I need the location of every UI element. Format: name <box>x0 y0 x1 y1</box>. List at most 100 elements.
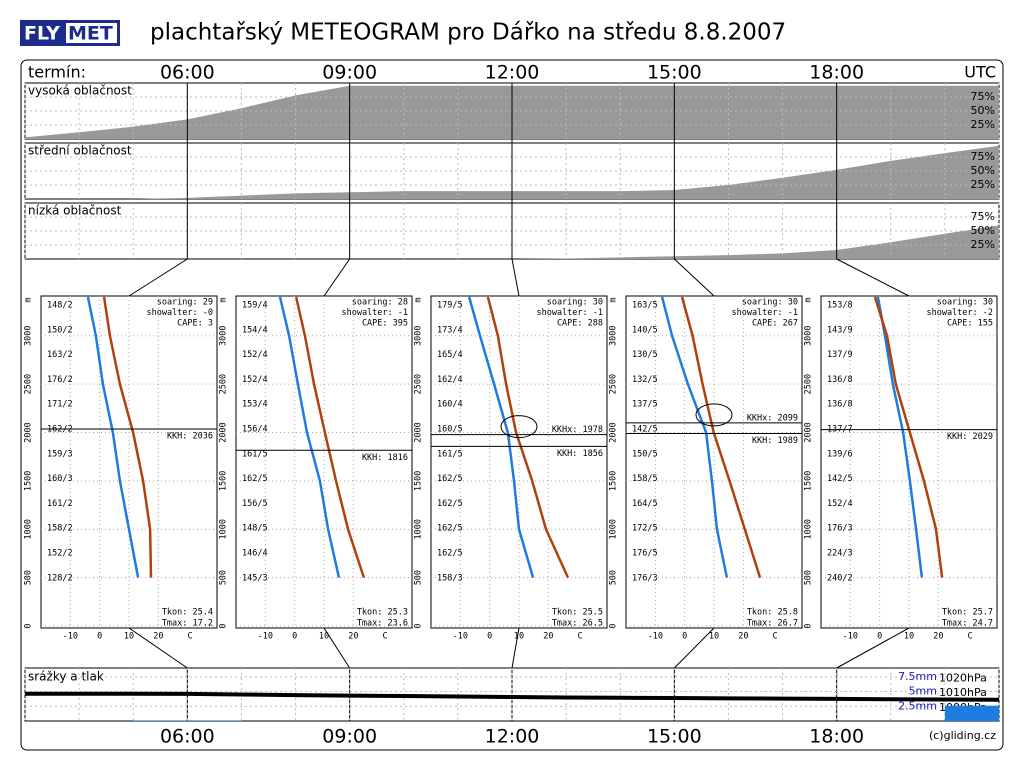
stat-label: CAPE: 267 <box>752 319 798 329</box>
wind-label: 162/5 <box>242 474 268 484</box>
y-tick-label: 1500 <box>609 471 619 491</box>
connector <box>511 627 520 669</box>
wind-label: 140/5 <box>632 325 658 335</box>
x-tick-label: 10 <box>124 632 134 642</box>
stat-label: soaring: 30 <box>547 298 603 308</box>
wind-label: 179/5 <box>437 301 463 311</box>
wind-label: 161/5 <box>242 449 268 459</box>
wind-label: 163/5 <box>632 301 658 311</box>
precip-bar <box>133 720 188 721</box>
wind-label: 162/2 <box>47 425 73 435</box>
wind-label: 176/5 <box>632 549 658 559</box>
wind-label: 160/5 <box>437 425 463 435</box>
wind-label: 176/3 <box>632 573 658 583</box>
kkh-label: KKH: 1816 <box>362 453 408 463</box>
y-tick-label: 500 <box>609 570 619 585</box>
connector <box>673 627 715 669</box>
y-tick-label: 0 <box>414 623 424 628</box>
wind-label: 132/5 <box>632 375 658 385</box>
y-unit: m <box>219 297 229 302</box>
wind-label: 163/2 <box>47 350 73 360</box>
panel-label: střední oblačnost <box>28 144 132 158</box>
wind-label: 161/5 <box>437 449 463 459</box>
wind-label: 156/4 <box>242 425 268 435</box>
y-tick-label: 1000 <box>24 519 34 539</box>
x-tick-label: 10 <box>514 632 524 642</box>
title: plachtařský METEOGRAM pro Dářko na střed… <box>150 20 786 46</box>
y-tick-label: 1500 <box>24 471 34 491</box>
x-tick-label: -10 <box>453 632 468 642</box>
y-tick-label: 3000 <box>804 325 814 345</box>
y-tick-label: 500 <box>219 570 229 585</box>
wind-label: 156/5 <box>242 499 268 509</box>
stat-label: showalter: -2 <box>926 308 993 318</box>
stat-label: CAPE: 395 <box>362 319 408 329</box>
kkh-label: KKHx: 2099 <box>747 413 798 423</box>
stat-label: Tkon: 25.8 <box>747 608 798 618</box>
wind-label: 145/3 <box>242 573 268 583</box>
y-tick-label: 2000 <box>609 422 619 442</box>
wind-label: 152/2 <box>47 549 73 559</box>
wind-label: 160/3 <box>47 474 73 484</box>
profile-line <box>102 296 153 578</box>
profile-line <box>873 296 944 578</box>
connector <box>128 258 188 297</box>
wind-label: 158/2 <box>47 524 73 534</box>
y-tick-label: 500 <box>414 570 424 585</box>
connector <box>673 258 715 297</box>
y-tick-label: 25% <box>971 178 995 191</box>
x-tick-label: 18:00 <box>809 62 864 84</box>
profile-line <box>86 296 140 578</box>
x-tick-label: 20 <box>348 632 358 642</box>
y-tick-label: 2000 <box>414 422 424 442</box>
x-unit: C <box>967 632 972 642</box>
stat-label: Tmax: 23.6 <box>357 619 408 629</box>
y-unit: m <box>804 297 814 302</box>
x-tick-label: -10 <box>648 632 663 642</box>
wind-label: 164/5 <box>632 499 658 509</box>
y-tick-label: 7.5mm <box>898 670 937 683</box>
y-unit: m <box>609 297 619 302</box>
stat-label: CAPE: 3 <box>177 319 213 329</box>
kkh-label: KKH: 1989 <box>752 436 798 446</box>
y-tick-label: 1000 <box>219 519 229 539</box>
x-tick-label: 12:00 <box>485 726 540 748</box>
profile-line <box>660 296 729 578</box>
connector <box>836 258 910 297</box>
wind-label: 153/4 <box>242 400 268 410</box>
x-tick-label: 09:00 <box>322 726 377 748</box>
y-tick-label: 3000 <box>609 325 619 345</box>
stat-label: showalter: -1 <box>536 308 603 318</box>
y-tick-label: 25% <box>971 118 995 131</box>
stat-label: Tkon: 25.5 <box>552 608 603 618</box>
stat-label: Tkon: 25.3 <box>357 608 408 618</box>
y-tick-label: 2000 <box>219 422 229 442</box>
stat-label: Tmax: 26.7 <box>747 619 798 629</box>
y-tick-label: 3000 <box>219 325 229 345</box>
wind-label: 137/5 <box>632 400 658 410</box>
wind-label: 142/5 <box>632 425 658 435</box>
y-unit: m <box>414 297 424 302</box>
y-tick-label: 25% <box>971 238 995 251</box>
y-tick-label: 1500 <box>804 471 814 491</box>
wind-label: 150/5 <box>632 449 658 459</box>
stat-label: CAPE: 155 <box>947 319 993 329</box>
y-tick-label: 500 <box>804 570 814 585</box>
wind-label: 162/5 <box>437 549 463 559</box>
wind-label: 153/8 <box>827 301 853 311</box>
kkh-label: KKH: 2029 <box>947 432 993 442</box>
wind-label: 173/4 <box>437 325 463 335</box>
precip-bar <box>944 705 999 721</box>
y-tick-label: 0 <box>219 623 229 628</box>
y-tick-label: 3000 <box>414 325 424 345</box>
wind-label: 143/9 <box>827 325 853 335</box>
x-tick-label: 20 <box>933 632 943 642</box>
y-tick-label: 1000 <box>804 519 814 539</box>
y-tick-label: 50% <box>971 224 995 237</box>
y2-tick-label: 1020hPa <box>939 671 987 684</box>
x-unit: C <box>577 632 582 642</box>
logo-box <box>66 23 117 43</box>
precip-bar <box>187 720 242 721</box>
y-tick-label: 1500 <box>219 471 229 491</box>
kkh-ellipse <box>500 415 538 439</box>
